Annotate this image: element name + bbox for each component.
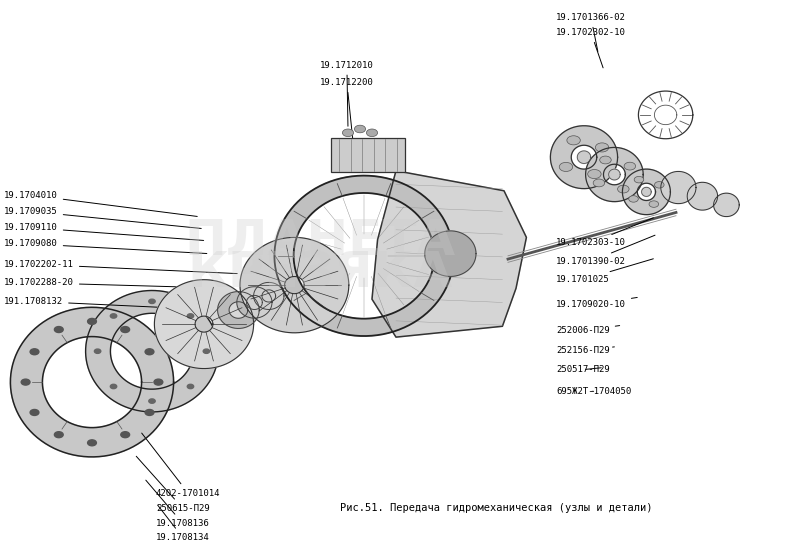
Circle shape [588, 170, 601, 179]
Polygon shape [154, 280, 254, 369]
Text: 250517-П29: 250517-П29 [556, 365, 610, 374]
Circle shape [187, 384, 194, 389]
Polygon shape [578, 151, 590, 164]
Text: 19.1709080: 19.1709080 [4, 240, 207, 254]
Text: 695Ж2Т-1704050: 695Ж2Т-1704050 [556, 387, 631, 396]
Polygon shape [274, 176, 454, 336]
Circle shape [94, 349, 101, 353]
Circle shape [110, 314, 117, 318]
Text: 19.1708136: 19.1708136 [146, 480, 210, 528]
Text: 19.1701366-02: 19.1701366-02 [556, 13, 626, 51]
Polygon shape [586, 147, 643, 202]
Circle shape [629, 196, 638, 202]
Text: 19.1712010: 19.1712010 [320, 61, 374, 126]
Circle shape [149, 399, 155, 403]
Text: 19.1709020-10: 19.1709020-10 [556, 298, 638, 309]
Circle shape [600, 156, 611, 164]
Text: 19.1702303-10: 19.1702303-10 [556, 218, 654, 247]
Text: 19.1702288-20: 19.1702288-20 [4, 279, 230, 288]
Text: 250615-П29: 250615-П29 [136, 456, 210, 513]
Circle shape [595, 143, 609, 152]
Polygon shape [609, 169, 620, 180]
Text: 19.1712200: 19.1712200 [320, 78, 374, 145]
Text: КРЕЗЯКА: КРЕЗЯКА [187, 250, 453, 298]
Circle shape [121, 431, 130, 437]
Circle shape [145, 410, 154, 416]
Circle shape [187, 314, 194, 318]
FancyBboxPatch shape [331, 138, 405, 172]
Circle shape [30, 349, 39, 355]
Polygon shape [218, 292, 259, 328]
Text: 19.1709035: 19.1709035 [4, 207, 202, 228]
Polygon shape [86, 291, 218, 412]
Polygon shape [10, 307, 174, 457]
Text: ПЛАНЕТА: ПЛАНЕТА [185, 217, 455, 265]
Text: 19.1708134: 19.1708134 [156, 505, 210, 542]
Text: 19.1702302-10: 19.1702302-10 [556, 28, 626, 68]
Polygon shape [661, 171, 696, 204]
Polygon shape [372, 171, 526, 337]
Text: 191.1708132: 191.1708132 [4, 297, 215, 310]
Polygon shape [254, 282, 284, 309]
Circle shape [634, 176, 644, 183]
Text: Рис.51. Передача гидромеханическая (узлы и детали): Рис.51. Передача гидромеханическая (узлы… [340, 504, 652, 513]
Circle shape [342, 129, 354, 137]
Text: 4202-1701014: 4202-1701014 [142, 433, 221, 498]
Text: 252006-П29: 252006-П29 [556, 326, 620, 335]
Polygon shape [550, 126, 618, 189]
Circle shape [559, 163, 573, 171]
Circle shape [624, 162, 636, 170]
Circle shape [567, 136, 580, 145]
Circle shape [654, 182, 664, 188]
Circle shape [366, 129, 378, 137]
Circle shape [54, 431, 63, 437]
Circle shape [121, 327, 130, 333]
Circle shape [110, 384, 117, 389]
Text: 19.1701025: 19.1701025 [556, 259, 654, 284]
Circle shape [30, 410, 39, 415]
Polygon shape [642, 188, 651, 196]
Circle shape [88, 319, 97, 324]
Circle shape [203, 349, 210, 353]
Polygon shape [714, 193, 739, 217]
Circle shape [354, 125, 366, 133]
Circle shape [54, 327, 63, 333]
Circle shape [145, 349, 154, 355]
Circle shape [618, 185, 629, 193]
Polygon shape [622, 169, 670, 215]
Circle shape [88, 440, 97, 446]
Circle shape [149, 299, 155, 304]
Text: 19.1702202-11: 19.1702202-11 [4, 260, 238, 274]
Polygon shape [687, 182, 718, 210]
Text: 19.1701390-02: 19.1701390-02 [556, 235, 655, 266]
Circle shape [22, 379, 30, 385]
Circle shape [154, 379, 163, 385]
Circle shape [593, 179, 605, 187]
Circle shape [649, 201, 658, 208]
Polygon shape [240, 237, 349, 333]
Text: 252156-П29: 252156-П29 [556, 346, 614, 354]
Text: 19.1704010: 19.1704010 [4, 191, 198, 216]
Text: 19.1709110: 19.1709110 [4, 223, 204, 241]
Polygon shape [237, 287, 272, 318]
Polygon shape [425, 231, 476, 276]
